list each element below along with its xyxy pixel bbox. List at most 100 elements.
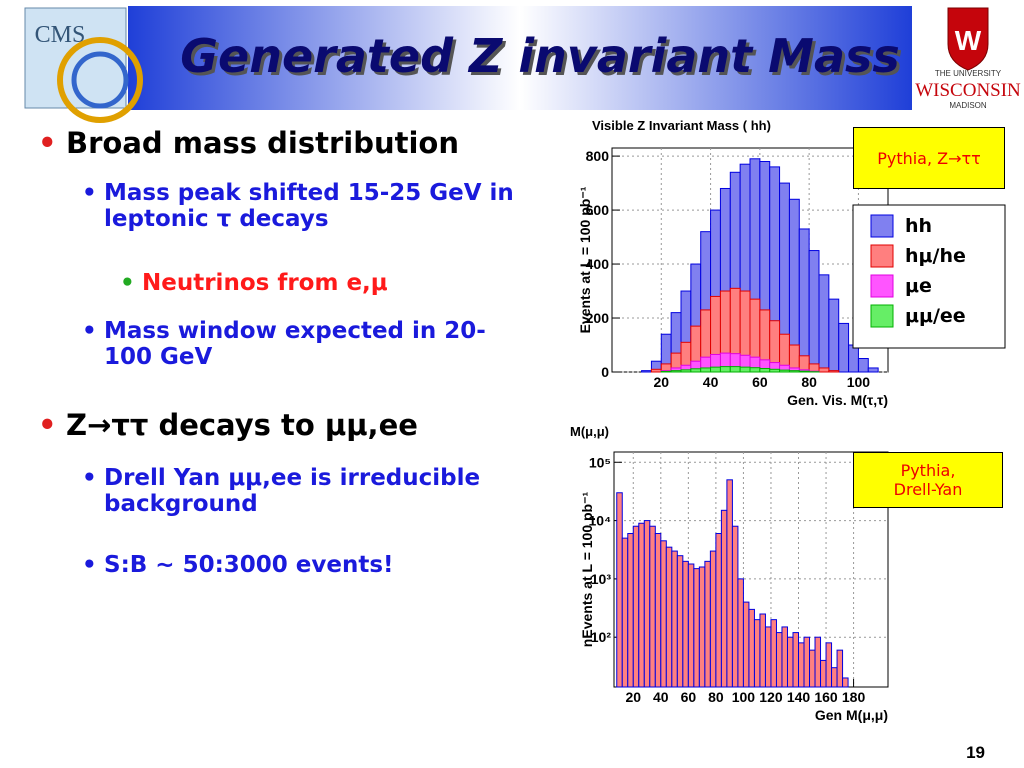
histogram-bar [627,533,634,688]
page-number: 19 [966,743,985,762]
bullet-text: Mass window expected in 20-100 GeV [104,318,486,370]
histogram-bar [828,370,840,373]
bullet: • Mass window expected in 20-100 GeV [82,318,532,370]
uw-crest-letter: W [955,25,982,56]
x-tick-label: 120 [759,689,783,705]
histogram-bar [638,522,645,688]
histogram-bar [809,649,816,688]
histogram-bar [820,659,827,688]
histogram-bar [749,367,761,373]
histogram-bar [792,632,800,688]
histogram-bar [720,509,728,688]
histogram-bar [739,366,751,373]
histogram-bar [770,619,777,688]
x-tick-label: 80 [801,374,817,390]
histogram-bar [616,492,623,688]
bullet-text: Neutrinos from e,μ [142,270,388,296]
histogram-bar [698,566,706,688]
uw-crest [947,7,989,71]
histogram-bar [867,367,879,373]
histogram-bar [838,322,850,373]
y-axis-label: nEvents at L = 100 pb⁻¹ [579,491,595,647]
histogram-bar [726,479,733,688]
y-tick-label: 10² [591,629,612,645]
y-tick-label: 10⁴ [589,513,612,529]
bullet-text: Mass peak shifted 15-25 GeV in leptonic … [104,180,514,232]
legend-label: μμ/ee [905,305,966,327]
histogram-bar [808,250,820,373]
histogram-bar [710,366,721,373]
chart-title: M(μ,μ) [570,424,609,439]
y-tick-label: 10⁵ [589,454,611,470]
y-tick-label: 10³ [591,571,612,587]
histogram-bar [798,370,810,373]
histogram-bar [748,608,755,688]
histogram-bar [690,368,702,373]
y-tick-label: 800 [586,148,610,164]
legend-swatch [870,274,894,298]
histogram-bar [700,367,712,373]
histogram-bar [786,636,794,688]
y-tick-label: 200 [586,310,610,326]
histogram-bar [682,560,689,688]
histogram-bar [729,366,741,373]
uw-top: THE UNIVERSITY [935,69,1002,78]
histogram-bar [769,368,781,373]
histogram-bar [650,368,662,373]
histogram-bar [828,298,840,373]
histogram-bar [693,568,700,688]
legend-swatch [870,304,894,328]
histogram-bar [818,274,830,373]
histogram-bar [788,370,800,373]
histogram-bar [798,228,810,373]
uw-name: WISCONSIN [915,80,1021,101]
histogram-bar [687,563,695,688]
bullet: • Broad mass distribution [38,126,540,160]
histogram-bar [737,578,744,688]
histogram-bar [742,601,750,688]
y-axis-label: Events at L = 100 pb⁻¹ [577,186,593,333]
histogram-bar [660,540,667,688]
histogram-bar [680,369,692,373]
histogram-bar [671,550,678,688]
x-axis-label: Gen. Vis. M(τ,τ) [787,392,888,408]
histogram-bar [665,546,673,688]
x-tick-label: 20 [653,374,669,390]
bullet: • Neutrinos from e,μ [120,270,540,296]
histogram-bar [753,619,761,688]
slide-title: Generated Z invariant Mass [180,29,900,83]
x-tick-label: 60 [681,689,697,705]
histogram-bar [641,370,652,373]
histogram-bar [649,525,656,688]
histogram-bar [779,369,790,373]
legend-label: hμ/he [905,245,966,267]
bullet-text: Drell Yan μμ,ee is irreducible backgroun… [104,465,481,517]
histogram-bar [621,537,629,688]
histogram-bar [803,636,811,688]
histogram-bar [781,626,788,688]
histogram-bar [848,344,859,373]
histogram-bar [825,642,833,688]
x-tick-label: 40 [653,689,669,705]
histogram-bar [764,626,772,688]
histogram-bar [670,370,682,373]
legend-swatch [870,244,894,268]
y-tick-label: 0 [601,364,609,380]
x-tick-label: 140 [787,689,811,705]
legend-swatch [870,214,894,238]
cms-logo-ring [71,51,129,109]
x-tick-label: 60 [752,374,768,390]
legend-label: μe [905,275,932,297]
histogram-bar [704,560,711,688]
bullet-text: S:B ~ 50:3000 events! [104,552,394,578]
histogram-bar [709,550,717,688]
histogram-bar [798,642,805,688]
chart-title: Visible Z Invariant Mass ( hh) [592,118,771,133]
histogram-bar [643,520,651,688]
histogram-bar [654,533,662,688]
annotation: Pythia, Z→ττ [853,127,1005,189]
y-tick-label: 400 [586,256,610,272]
x-tick-label: 160 [814,689,838,705]
histogram-bar [818,367,830,373]
histogram-bar [831,667,838,688]
